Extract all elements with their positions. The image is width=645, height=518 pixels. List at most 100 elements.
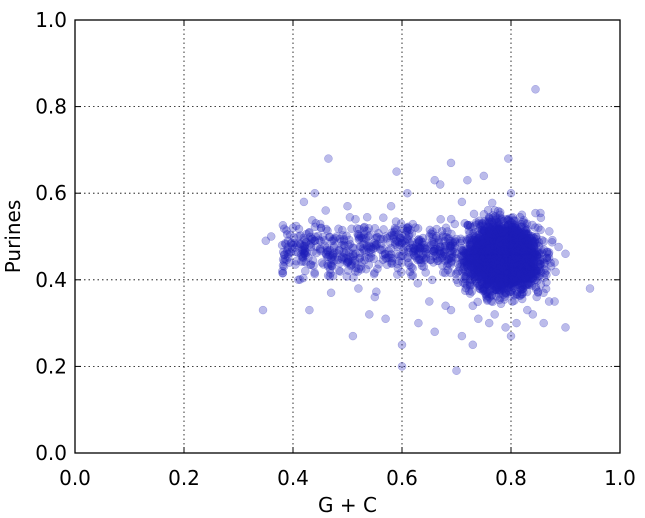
scatter-point xyxy=(367,249,376,258)
scatter-point xyxy=(308,234,317,243)
scatter-point xyxy=(418,233,428,243)
scatter-point xyxy=(488,213,498,223)
scatter-point xyxy=(445,238,454,248)
scatter-point xyxy=(306,260,316,269)
scatter-point xyxy=(379,213,388,222)
scatter-point xyxy=(300,241,309,251)
scatter-point xyxy=(295,275,305,284)
scatter-point xyxy=(323,260,332,269)
scatter-point xyxy=(290,238,299,248)
scatter-point xyxy=(425,232,434,241)
y-axis-label: Purines xyxy=(1,200,25,274)
scatter-point xyxy=(372,232,382,242)
x-tick-label: 0.6 xyxy=(386,466,418,490)
scatter-point xyxy=(344,248,354,257)
scatter-point xyxy=(457,197,467,207)
scatter-point xyxy=(390,238,400,247)
scatter-point xyxy=(433,256,442,266)
scatter-point xyxy=(440,256,450,265)
scatter-point xyxy=(537,235,547,245)
scatter-point xyxy=(452,249,461,259)
scatter-point xyxy=(310,188,320,198)
scatter-point xyxy=(328,250,337,260)
scatter-point xyxy=(518,284,528,294)
scatter-point xyxy=(322,246,332,255)
scatter-point xyxy=(369,244,378,254)
scatter-point xyxy=(463,245,472,254)
scatter-point xyxy=(500,247,510,256)
scatter-point xyxy=(414,249,423,259)
scatter-point xyxy=(329,236,338,245)
scatter-point xyxy=(393,242,402,251)
scatter-point xyxy=(324,154,333,163)
scatter-point xyxy=(392,249,401,259)
scatter-point xyxy=(329,241,339,251)
scatter-point xyxy=(310,269,319,279)
scatter-point xyxy=(373,233,382,242)
scatter-point xyxy=(533,288,543,297)
scatter-point xyxy=(448,241,457,250)
scatter-point xyxy=(550,258,559,267)
scatter-point xyxy=(441,251,450,261)
scatter-point xyxy=(444,259,453,268)
scatter-point xyxy=(330,248,339,257)
scatter-point xyxy=(551,267,560,277)
scatter-point xyxy=(258,305,268,315)
scatter-point xyxy=(411,249,421,259)
scatter-point xyxy=(369,269,379,279)
scatter-point xyxy=(349,273,358,282)
scatter-point xyxy=(323,262,333,271)
scatter-point xyxy=(426,229,435,238)
scatter-point xyxy=(445,248,455,257)
scatter-point xyxy=(516,265,525,275)
scatter-point xyxy=(405,230,414,239)
scatter-point xyxy=(285,258,294,267)
scatter-point xyxy=(431,251,440,260)
scatter-point xyxy=(360,226,369,235)
scatter-point xyxy=(342,259,352,268)
scatter-point xyxy=(280,254,290,264)
scatter-point xyxy=(354,284,363,293)
scatter-point xyxy=(329,243,339,252)
scatter-point xyxy=(479,171,489,181)
scatter-point xyxy=(288,223,298,233)
scatter-point xyxy=(382,234,392,243)
scatter-point xyxy=(365,231,375,240)
scatter-point xyxy=(434,238,444,248)
scatter-point xyxy=(370,238,379,248)
scatter-point xyxy=(371,243,380,252)
scatter-point xyxy=(321,250,331,259)
scatter-point xyxy=(415,243,425,253)
scatter-point xyxy=(384,250,393,260)
scatter-point xyxy=(361,234,371,243)
scatter-point xyxy=(436,242,445,251)
scatter-point xyxy=(497,243,506,252)
scatter-point xyxy=(372,240,381,249)
scatter-point xyxy=(396,234,405,243)
scatter-point xyxy=(401,238,410,248)
scatter-point xyxy=(395,233,404,242)
scatter-point xyxy=(406,225,415,235)
scatter-point xyxy=(289,233,299,242)
scatter-point xyxy=(398,251,407,260)
scatter-point xyxy=(534,262,543,272)
scatter-point xyxy=(295,239,305,249)
scatter-point xyxy=(447,257,456,266)
scatter-point xyxy=(292,240,301,250)
scatter-point xyxy=(280,239,290,248)
scatter-point xyxy=(333,255,343,265)
scatter-point xyxy=(432,224,441,234)
scatter-point xyxy=(428,227,437,236)
scatter-point xyxy=(361,264,371,274)
scatter-point xyxy=(393,237,403,246)
scatter-point xyxy=(433,245,443,255)
scatter-point xyxy=(358,234,368,243)
scatter-point xyxy=(297,246,307,255)
scatter-point xyxy=(506,267,516,277)
scatter-point xyxy=(451,269,461,279)
scatter-point xyxy=(438,231,448,240)
scatter-point xyxy=(327,261,337,271)
scatter-point xyxy=(288,240,297,250)
scatter-point xyxy=(298,245,308,255)
scatter-point xyxy=(331,233,340,243)
